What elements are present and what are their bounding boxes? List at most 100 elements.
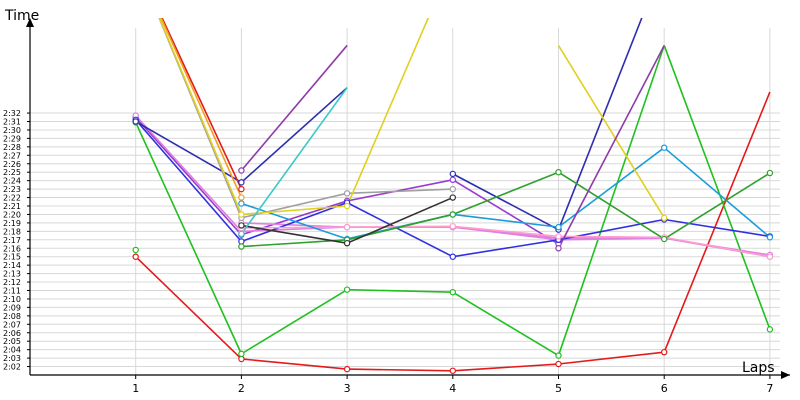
series-4-point (449, 176, 456, 184)
y-tick-label: 2:19 (3, 219, 21, 228)
series-12-point (555, 168, 562, 176)
y-tick-label: 2:11 (3, 287, 21, 296)
y-tick-label: 2:03 (3, 354, 21, 363)
series-7-segment (452, 239, 559, 258)
y-tick-label: 2:26 (3, 160, 21, 169)
series-10-point (343, 223, 351, 231)
series-14-point (343, 190, 351, 197)
series-2-point (766, 326, 774, 333)
y-tick-label: 2:16 (3, 244, 21, 253)
series-10-segment (558, 235, 665, 239)
series-1-point (238, 355, 245, 363)
series-15-point (343, 202, 351, 210)
series-19-segment (161, 18, 243, 190)
series-13-point (343, 239, 351, 247)
series-7-point (238, 238, 245, 245)
series-points (132, 112, 774, 374)
y-tick-label: 2:09 (3, 303, 21, 312)
x-tick-label: 2 (238, 382, 245, 395)
series-20-segment (160, 18, 243, 198)
series-1-segment (241, 358, 348, 370)
y-tick-label: 2:28 (3, 143, 21, 152)
series-13-point (449, 194, 456, 201)
series-14-segment (158, 18, 243, 219)
y-tick-label: 2:08 (3, 312, 21, 321)
series-1-point (661, 348, 668, 356)
y-tick-label: 2:04 (3, 346, 21, 355)
y-tick-label: 2:06 (3, 329, 21, 338)
y-tick-label: 2:22 (3, 194, 21, 203)
y-tick-label: 2:27 (3, 151, 21, 160)
x-tick-label: 4 (449, 382, 456, 395)
series-16-segment (557, 45, 665, 219)
x-tick-label: 7 (766, 382, 773, 395)
series-12-segment (558, 171, 665, 240)
series-5-segment (135, 115, 242, 232)
series-1-segment (558, 351, 665, 365)
series-19-point (238, 185, 245, 193)
y-tick-label: 2:29 (3, 134, 21, 143)
series-11-segment (452, 213, 559, 228)
series-2-segment (663, 45, 771, 330)
series-13-point (238, 222, 245, 229)
series-12-point (449, 211, 456, 218)
series-7-segment (346, 201, 454, 258)
series-7-segment (664, 218, 771, 238)
series-10-point (555, 233, 562, 240)
y-axis-arrow (26, 18, 34, 27)
series-12-point (238, 243, 245, 250)
series-12-point (766, 169, 774, 177)
series-15-segment (241, 205, 348, 216)
series-15-segment (346, 18, 430, 207)
series-1-segment (663, 91, 771, 353)
series-10-segment (664, 236, 771, 258)
series-6-segment (241, 222, 348, 228)
series-14-point (449, 185, 456, 193)
series-12-segment (663, 172, 771, 240)
series-2-segment (452, 291, 559, 357)
y-tick-label: 2:18 (3, 227, 21, 236)
series-16-point (661, 214, 668, 222)
y-tick-label: 2:32 (3, 109, 21, 118)
series-lines (134, 18, 771, 372)
series-8-point (238, 179, 245, 186)
y-axis-label: Time (4, 8, 39, 24)
y-tick-label: 2:13 (3, 270, 21, 279)
axes (26, 18, 790, 379)
series-4-segment (346, 179, 453, 202)
series-1-point (132, 253, 139, 260)
series-13-segment (241, 224, 348, 244)
series-2-segment (347, 288, 453, 293)
series-11-point (661, 144, 668, 151)
y-tick-label: 2:30 (3, 126, 21, 135)
series-14-segment (347, 188, 453, 195)
series-11-segment (663, 147, 771, 238)
x-tick-label: 5 (555, 382, 562, 395)
series-8-segment (240, 87, 348, 183)
series-1-point (343, 365, 351, 373)
y-tick-label: 2:10 (3, 295, 21, 304)
series-2-point (555, 352, 562, 359)
x-axis-label: Laps (742, 360, 775, 376)
series-9-segment (557, 18, 643, 230)
series-13-segment (346, 196, 454, 244)
series-18-point (555, 245, 562, 252)
x-tick-label: 3 (344, 382, 351, 395)
series-12-segment (452, 171, 559, 216)
series-1-segment (452, 363, 559, 372)
series-18-segment (240, 44, 348, 172)
series-17-point (238, 230, 245, 238)
series-1-segment (347, 368, 453, 372)
series-1-point (449, 367, 456, 374)
series-1-point (555, 360, 562, 368)
series-7-segment (135, 119, 243, 243)
series-18-point (238, 167, 245, 174)
series-7-segment (241, 201, 348, 243)
series-3-point (132, 246, 139, 254)
series-11-point (555, 223, 562, 231)
y-tick-label: 2:21 (3, 202, 21, 211)
grid-lines (30, 28, 780, 375)
series-9-segment (452, 173, 559, 231)
y-tick-label: 2:31 (3, 118, 21, 127)
